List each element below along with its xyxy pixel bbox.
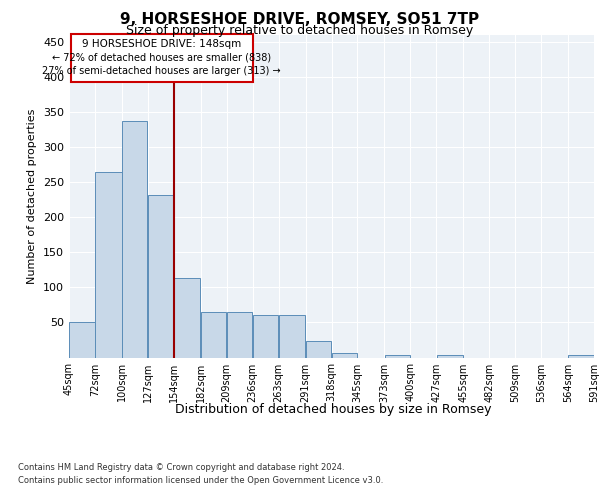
Bar — [148, 195, 173, 358]
Bar — [227, 312, 252, 358]
Bar — [71, 34, 253, 82]
Bar — [70, 322, 95, 358]
Text: Distribution of detached houses by size in Romsey: Distribution of detached houses by size … — [175, 402, 491, 415]
Y-axis label: Number of detached properties: Number of detached properties — [28, 108, 37, 284]
Text: Contains public sector information licensed under the Open Government Licence v3: Contains public sector information licen… — [18, 476, 383, 485]
Bar — [122, 120, 148, 358]
Text: 27% of semi-detached houses are larger (313) →: 27% of semi-detached houses are larger (… — [43, 66, 281, 76]
Bar — [201, 312, 226, 358]
Bar — [95, 172, 122, 358]
Bar — [306, 342, 331, 357]
Text: 9, HORSESHOE DRIVE, ROMSEY, SO51 7TP: 9, HORSESHOE DRIVE, ROMSEY, SO51 7TP — [121, 12, 479, 28]
Bar — [253, 316, 278, 358]
Bar — [385, 354, 410, 358]
Bar — [279, 316, 305, 358]
Bar — [437, 354, 463, 358]
Text: 9 HORSESHOE DRIVE: 148sqm: 9 HORSESHOE DRIVE: 148sqm — [82, 39, 241, 49]
Text: Contains HM Land Registry data © Crown copyright and database right 2024.: Contains HM Land Registry data © Crown c… — [18, 462, 344, 471]
Bar — [568, 354, 593, 358]
Bar — [332, 352, 357, 358]
Bar — [174, 278, 200, 357]
Text: ← 72% of detached houses are smaller (838): ← 72% of detached houses are smaller (83… — [52, 53, 271, 63]
Text: Size of property relative to detached houses in Romsey: Size of property relative to detached ho… — [127, 24, 473, 37]
